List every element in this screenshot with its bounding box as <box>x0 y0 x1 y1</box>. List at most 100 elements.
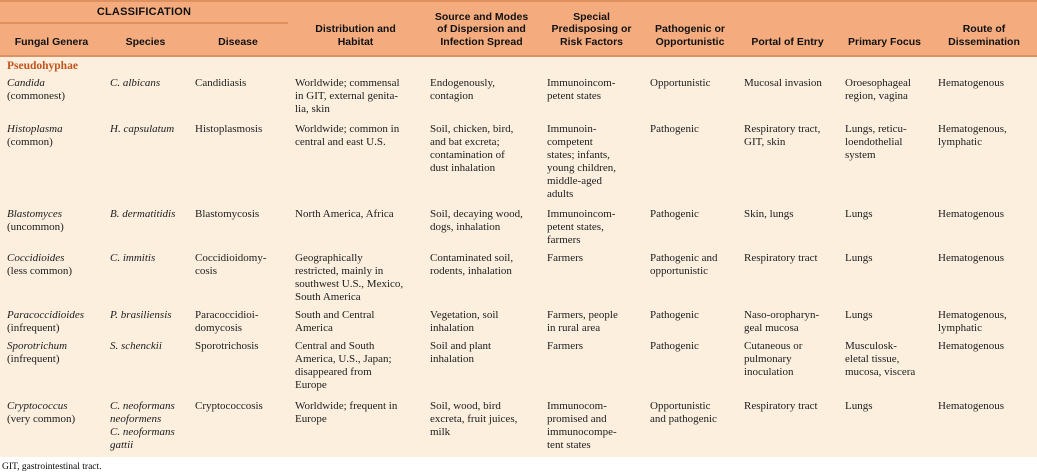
cell-focus: Lungs, reticu- loendothelial system <box>838 119 931 204</box>
cell-species: P. brasiliensis <box>103 305 188 336</box>
table-footnote: GIT, gastrointestinal tract. <box>2 462 102 472</box>
table-header: CLASSIFICATION Distribution and Habitat … <box>0 1 1037 56</box>
cell-distribution: Geographically restricted, mainly in sou… <box>288 248 423 305</box>
header-primary-focus: Primary Focus <box>838 1 931 56</box>
genus-frequency: (uncommon) <box>7 221 64 233</box>
cell-route: Hematogenous <box>931 336 1037 396</box>
cell-species: S. schenckii <box>103 336 188 396</box>
cell-focus: Oroesophageal region, vagina <box>838 73 931 119</box>
cell-genus: Coccidioides (less common) <box>0 248 103 305</box>
table-row: Blastomyces (uncommon) B. dermatitidis B… <box>0 204 1037 248</box>
cell-genus: Cryptococcus (very common) <box>0 396 103 457</box>
cell-genus: Histoplasma (common) <box>0 119 103 204</box>
cell-risk: Immunocom- promised and immunocompe- ten… <box>540 396 643 457</box>
cell-disease: Histoplasmosis <box>188 119 288 204</box>
header-risk-factors: Special Predisposing or Risk Factors <box>540 1 643 56</box>
cell-route: Hematogenous, lymphatic <box>931 119 1037 204</box>
cell-source: Endogenously, contagion <box>423 73 540 119</box>
cell-distribution: South and Central America <box>288 305 423 336</box>
cell-risk: Immunoin- competent states; infants, you… <box>540 119 643 204</box>
cell-route: Hematogenous <box>931 204 1037 248</box>
header-route-dissemination: Route of Dissemination <box>931 1 1037 56</box>
fungal-genera-table: CLASSIFICATION Distribution and Habitat … <box>0 0 1037 457</box>
cell-risk: Immunoincom- petent states, farmers <box>540 204 643 248</box>
cell-pathogenic: Pathogenic <box>643 119 737 204</box>
cell-portal: Respiratory tract <box>737 396 838 457</box>
header-source-modes: Source and Modes of Dispersion and Infec… <box>423 1 540 56</box>
cell-pathogenic: Pathogenic <box>643 336 737 396</box>
cell-species: C. immitis <box>103 248 188 305</box>
genus-frequency: (common) <box>7 136 53 148</box>
table-row: Candida (commonest) C. albicans Candidia… <box>0 73 1037 119</box>
cell-distribution: Worldwide; frequent in Europe <box>288 396 423 457</box>
cell-portal: Respiratory tract, GIT, skin <box>737 119 838 204</box>
cell-distribution: Worldwide; commensal in GIT, external ge… <box>288 73 423 119</box>
cell-focus: Lungs <box>838 396 931 457</box>
genus-frequency: (very common) <box>7 413 76 425</box>
table-row: Histoplasma (common) H. capsulatum Histo… <box>0 119 1037 204</box>
header-classification: CLASSIFICATION <box>0 1 288 24</box>
cell-risk: Farmers <box>540 248 643 305</box>
genus-name: Coccidioides <box>7 252 65 264</box>
section-row-pseudohyphae: Pseudohyphae <box>0 56 1037 73</box>
cell-disease: Blastomycosis <box>188 204 288 248</box>
cell-focus: Lungs <box>838 248 931 305</box>
cell-source: Vegetation, soil inhalation <box>423 305 540 336</box>
cell-species: B. dermatitidis <box>103 204 188 248</box>
table-row: Coccidioides (less common) C. immitis Co… <box>0 248 1037 305</box>
cell-route: Hematogenous <box>931 396 1037 457</box>
header-species: Species <box>103 23 188 56</box>
cell-genus: Blastomyces (uncommon) <box>0 204 103 248</box>
cell-portal: Mucosal invasion <box>737 73 838 119</box>
table-row: Paracoccidioides (infrequent) P. brasili… <box>0 305 1037 336</box>
genus-name: Sporotrichum <box>7 340 68 352</box>
cell-disease: Sporotrichosis <box>188 336 288 396</box>
cell-source: Soil, wood, bird excreta, fruit juices, … <box>423 396 540 457</box>
cell-pathogenic: Pathogenic and opportunistic <box>643 248 737 305</box>
header-fungal-genera: Fungal Genera <box>0 23 103 56</box>
cell-species: C. albicans <box>103 73 188 119</box>
cell-disease: Paracoccidioi- domycosis <box>188 305 288 336</box>
table-row: Sporotrichum (infrequent) S. schenckii S… <box>0 336 1037 396</box>
cell-source: Soil, chicken, bird, and bat excreta; co… <box>423 119 540 204</box>
cell-source: Contaminated soil, rodents, inhalation <box>423 248 540 305</box>
genus-name: Paracoccidioides <box>7 309 84 321</box>
cell-source: Soil and plant inhalation <box>423 336 540 396</box>
cell-portal: Cutaneous or pulmonary inoculation <box>737 336 838 396</box>
cell-route: Hematogenous <box>931 73 1037 119</box>
cell-pathogenic: Opportunistic <box>643 73 737 119</box>
cell-pathogenic: Pathogenic <box>643 204 737 248</box>
cell-risk: Farmers <box>540 336 643 396</box>
cell-genus: Paracoccidioides (infrequent) <box>0 305 103 336</box>
cell-risk: Immunoincom- petent states <box>540 73 643 119</box>
genus-name: Candida <box>7 77 45 89</box>
cell-portal: Skin, lungs <box>737 204 838 248</box>
cell-route: Hematogenous, lymphatic <box>931 305 1037 336</box>
cell-distribution: Central and South America, U.S., Japan; … <box>288 336 423 396</box>
cell-species: H. capsulatum <box>103 119 188 204</box>
cell-disease: Cryptococcosis <box>188 396 288 457</box>
cell-portal: Respiratory tract <box>737 248 838 305</box>
header-pathogenic-opportunistic: Pathogenic or Opportunistic <box>643 1 737 56</box>
cell-focus: Musculosk- eletal tissue, mucosa, viscer… <box>838 336 931 396</box>
cell-species: C. neoformans neoformens C. neoformans g… <box>103 396 188 457</box>
cell-distribution: Worldwide; common in central and east U.… <box>288 119 423 204</box>
genus-frequency: (infrequent) <box>7 322 60 334</box>
genus-frequency: (less common) <box>7 265 73 277</box>
genus-frequency: (commonest) <box>7 90 66 102</box>
cell-distribution: North America, Africa <box>288 204 423 248</box>
cell-pathogenic: Pathogenic <box>643 305 737 336</box>
cell-portal: Naso-oropharyn- geal mucosa <box>737 305 838 336</box>
genus-name: Cryptococcus <box>7 400 68 412</box>
cell-pathogenic: Opportunistic and pathogenic <box>643 396 737 457</box>
cell-focus: Lungs <box>838 305 931 336</box>
cell-genus: Candida (commonest) <box>0 73 103 119</box>
cell-risk: Farmers, people in rural area <box>540 305 643 336</box>
cell-focus: Lungs <box>838 204 931 248</box>
header-portal-of-entry: Portal of Entry <box>737 1 838 56</box>
header-disease: Disease <box>188 23 288 56</box>
genus-name: Histoplasma <box>7 123 63 135</box>
cell-genus: Sporotrichum (infrequent) <box>0 336 103 396</box>
table-row: Cryptococcus (very common) C. neoformans… <box>0 396 1037 457</box>
cell-disease: Coccidioidomy- cosis <box>188 248 288 305</box>
